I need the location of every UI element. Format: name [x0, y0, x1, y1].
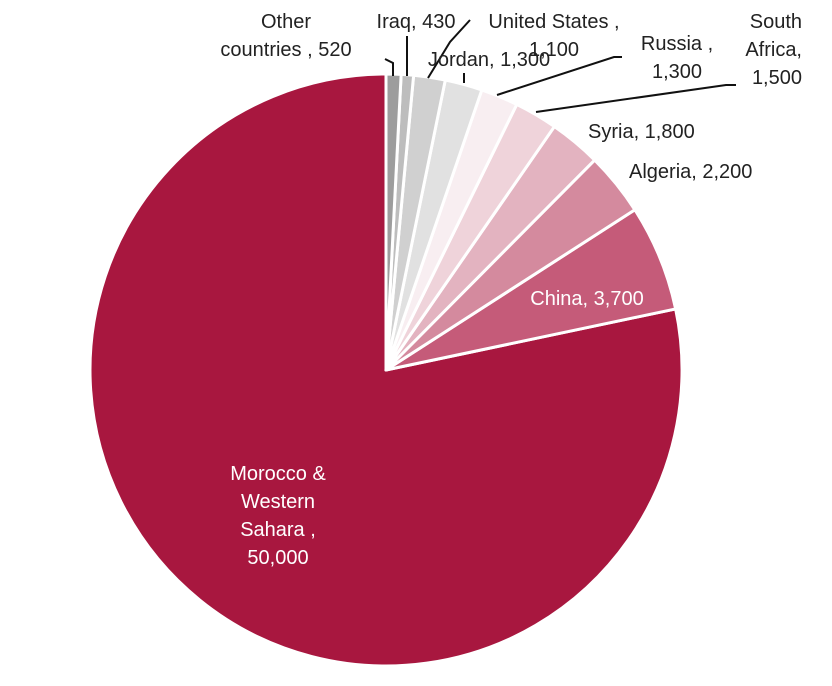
leader-line-south-africa — [535, 84, 736, 113]
slice-label-morocco-western-sahara: Morocco & Western Sahara , 50,000 — [230, 463, 326, 569]
slice-label-russia: Russia , 1,300 — [641, 33, 713, 83]
slice-label-jordan: Jordan, 1,300 — [428, 49, 550, 71]
slice-label-syria: Syria, 1,800 — [588, 121, 695, 143]
slice-labels: Morocco & Western Sahara , 50,000 China, 3,7… — [220, 11, 802, 569]
slice-label-china: China, 3,700 — [530, 288, 643, 310]
slice-label-iraq: Iraq, 430 — [377, 11, 456, 33]
leader-line-russia — [496, 56, 622, 96]
slice-label-other-countries: Other countries , 520 — [220, 11, 351, 61]
slice-label-south-africa: South Africa, 1,500 — [745, 11, 802, 89]
leader-line-other-countries — [384, 58, 394, 76]
leader-lines — [384, 19, 736, 113]
pie-slices — [88, 72, 684, 668]
slice-label-algeria: Algeria, 2,200 — [629, 161, 752, 183]
leader-line-united-states — [427, 19, 471, 79]
slice-label-united-states: United States , 1,100 — [488, 11, 619, 61]
